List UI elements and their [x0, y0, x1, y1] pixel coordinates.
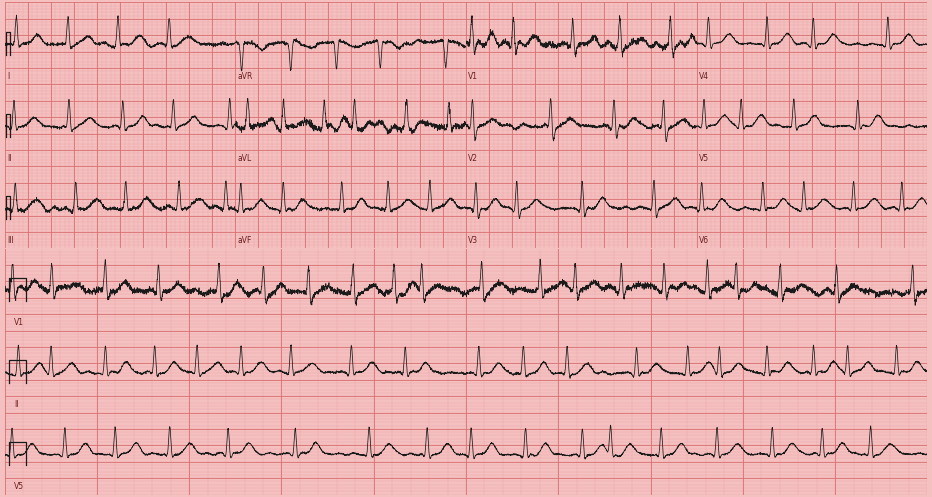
Text: aVL: aVL — [238, 154, 252, 163]
Text: V6: V6 — [699, 236, 709, 245]
Text: aVR: aVR — [238, 72, 253, 81]
Text: V1: V1 — [468, 72, 478, 81]
Text: I: I — [7, 72, 9, 81]
Text: V5: V5 — [14, 482, 24, 491]
Text: V1: V1 — [14, 318, 24, 327]
Text: II: II — [14, 400, 19, 409]
Text: II: II — [7, 154, 11, 163]
Text: V4: V4 — [699, 72, 709, 81]
Text: V3: V3 — [468, 236, 478, 245]
Text: V2: V2 — [468, 154, 478, 163]
Text: aVF: aVF — [238, 236, 252, 245]
Text: V5: V5 — [699, 154, 709, 163]
Text: III: III — [7, 236, 14, 245]
